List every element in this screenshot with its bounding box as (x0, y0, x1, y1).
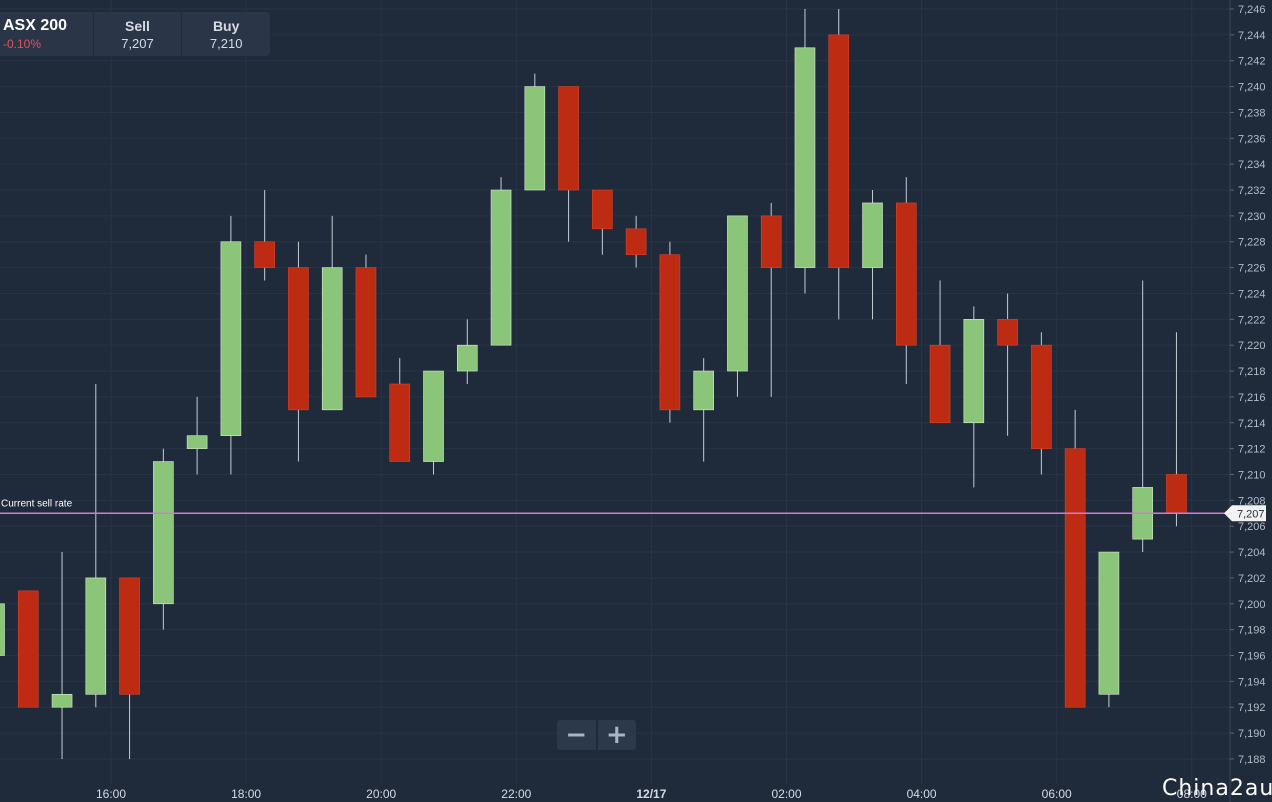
candle-up (51, 693, 73, 708)
candle-up (963, 319, 985, 424)
instrument-info: ASX 200 -0.10% (0, 12, 94, 56)
y-tick-label: 7,242 (1238, 56, 1266, 68)
y-tick-label: 7,226 (1238, 263, 1266, 275)
y-tick-label: 7,240 (1238, 82, 1266, 94)
candle-up (423, 370, 444, 462)
x-tick-label: 16:00 (96, 787, 126, 801)
y-tick-label: 7,244 (1238, 30, 1266, 42)
y-tick-label: 7,234 (1238, 159, 1266, 171)
candle-down (929, 344, 951, 424)
current-rate-label: Current sell rate (1, 498, 73, 509)
x-tick-label: 08:00 (1177, 787, 1207, 801)
y-tick-label: 7,232 (1238, 185, 1266, 197)
y-tick-label: 7,208 (1238, 495, 1266, 507)
instrument-name: ASX 200 (3, 17, 68, 34)
y-tick-label: 7,204 (1238, 547, 1266, 559)
candle-down (1064, 448, 1086, 708)
y-tick-label: 7,212 (1238, 444, 1266, 456)
x-tick-label: 02:00 (771, 787, 801, 801)
sell-button[interactable]: Sell 7,207 (94, 12, 183, 56)
y-tick-label: 7,202 (1238, 573, 1266, 585)
y-tick-label: 7,224 (1238, 288, 1266, 300)
watermark-text: China2au (1162, 776, 1272, 801)
x-tick-label: 18:00 (231, 787, 261, 801)
candle-down (592, 189, 613, 230)
y-tick-label: 7,194 (1238, 676, 1266, 688)
instrument-change: -0.10% (3, 37, 42, 51)
candle-up (490, 189, 512, 346)
candle-down (389, 383, 411, 462)
sell-value: 7,207 (121, 35, 154, 51)
sell-label: Sell (125, 17, 150, 34)
y-tick-label: 7,228 (1238, 237, 1266, 249)
x-tick-label: 06:00 (1042, 787, 1072, 801)
y-tick-label: 7,220 (1238, 340, 1266, 352)
x-tick-label: 04:00 (907, 787, 937, 801)
zoom-in-button[interactable]: + (597, 720, 636, 750)
x-tick-label: 22:00 (501, 787, 531, 801)
candle-down (659, 254, 681, 411)
candle-up (321, 267, 343, 411)
candle-down (288, 267, 309, 411)
candle-down (254, 241, 275, 268)
candle-down (828, 34, 850, 268)
candle-up (186, 435, 208, 449)
candle-down (625, 228, 647, 255)
y-tick-label: 7,246 (1238, 4, 1266, 16)
candle-up (693, 370, 714, 411)
y-tick-label: 7,230 (1238, 211, 1266, 223)
y-tick-label: 7,214 (1238, 418, 1266, 430)
candle-up (220, 241, 242, 436)
candle-up (85, 577, 107, 695)
candle-down (355, 267, 377, 398)
y-tick-label: 7,206 (1238, 521, 1266, 533)
candle-up (794, 47, 816, 268)
buy-value: 7,210 (209, 35, 243, 51)
buy-label: Buy (212, 17, 240, 34)
y-tick-label: 7,198 (1238, 625, 1266, 637)
y-tick-label: 7,218 (1238, 366, 1266, 378)
candle-down (17, 590, 39, 708)
candle-up (153, 461, 174, 605)
candle-down (558, 86, 579, 191)
candle-up (0, 603, 5, 656)
y-tick-label: 7,192 (1238, 702, 1266, 714)
buy-button[interactable]: Buy 7,210 (182, 12, 270, 56)
y-tick-label: 7,216 (1238, 392, 1266, 404)
candle-up (1098, 551, 1120, 695)
candle-up (456, 344, 478, 372)
y-tick-label: 7,236 (1238, 133, 1266, 145)
candle-down (1166, 474, 1187, 514)
y-tick-label: 7,190 (1238, 728, 1266, 740)
current-rate-tag (1224, 505, 1266, 522)
candle-up (524, 86, 546, 191)
y-tick-label: 7,222 (1238, 314, 1266, 326)
candle-down (997, 319, 1018, 346)
y-tick-label: 7,200 (1238, 599, 1266, 611)
candle-up (862, 202, 883, 268)
y-tick-label: 7,238 (1238, 107, 1266, 119)
instrument-panel: ASX 200 -0.10% Sell 7,207 Buy 7,210 (0, 12, 270, 56)
zoom-out-button[interactable]: − (557, 720, 596, 750)
x-tick-label: 12/17 (636, 787, 666, 801)
y-tick-label: 7,196 (1238, 651, 1266, 663)
current-rate-value: 7,207 (1237, 508, 1265, 520)
candle-down (760, 215, 782, 268)
candle-down (119, 577, 140, 695)
candle-down (895, 202, 917, 346)
zoom-controls: − + (557, 720, 636, 750)
candle-down (1031, 344, 1052, 449)
x-tick-label: 20:00 (366, 787, 396, 801)
y-tick-label: 7,188 (1238, 754, 1266, 766)
y-tick-label: 7,210 (1238, 469, 1266, 481)
candle-up (727, 215, 748, 372)
